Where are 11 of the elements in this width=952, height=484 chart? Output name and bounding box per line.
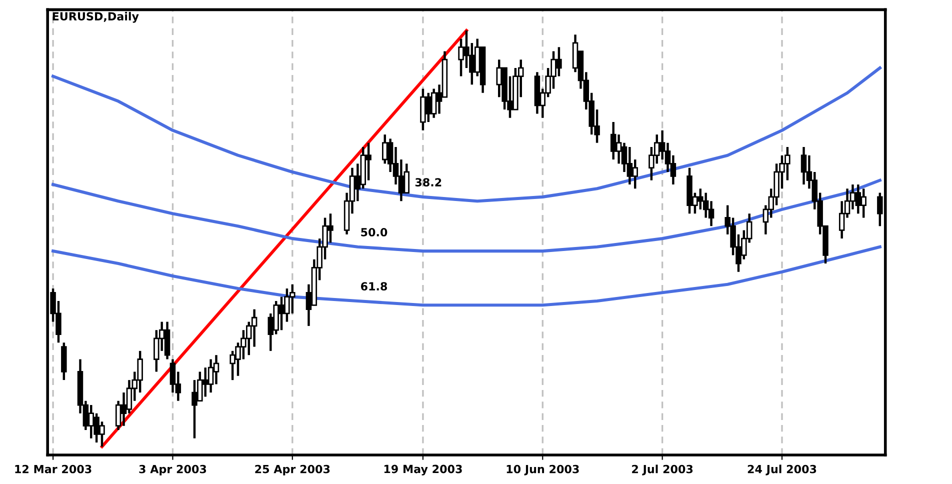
series-label: 50.0 <box>361 228 388 236</box>
x-tick-label: 10 Jun 2003 <box>506 464 579 476</box>
chart-title: EURUSD,Daily <box>52 12 139 23</box>
x-tick-label: 3 Apr 2003 <box>139 464 206 476</box>
x-tick-label: 19 May 2003 <box>384 464 462 476</box>
series-label: 38.2 <box>415 178 442 186</box>
x-tick-label: 25 Apr 2003 <box>255 464 330 476</box>
series-label: 61.8 <box>360 282 388 291</box>
x-tick-label: 2 Jul 2003 <box>632 464 693 476</box>
x-tick-label: 24 Jul 2003 <box>748 464 816 476</box>
x-tick-label: 12 Mar 2003 <box>15 464 92 474</box>
